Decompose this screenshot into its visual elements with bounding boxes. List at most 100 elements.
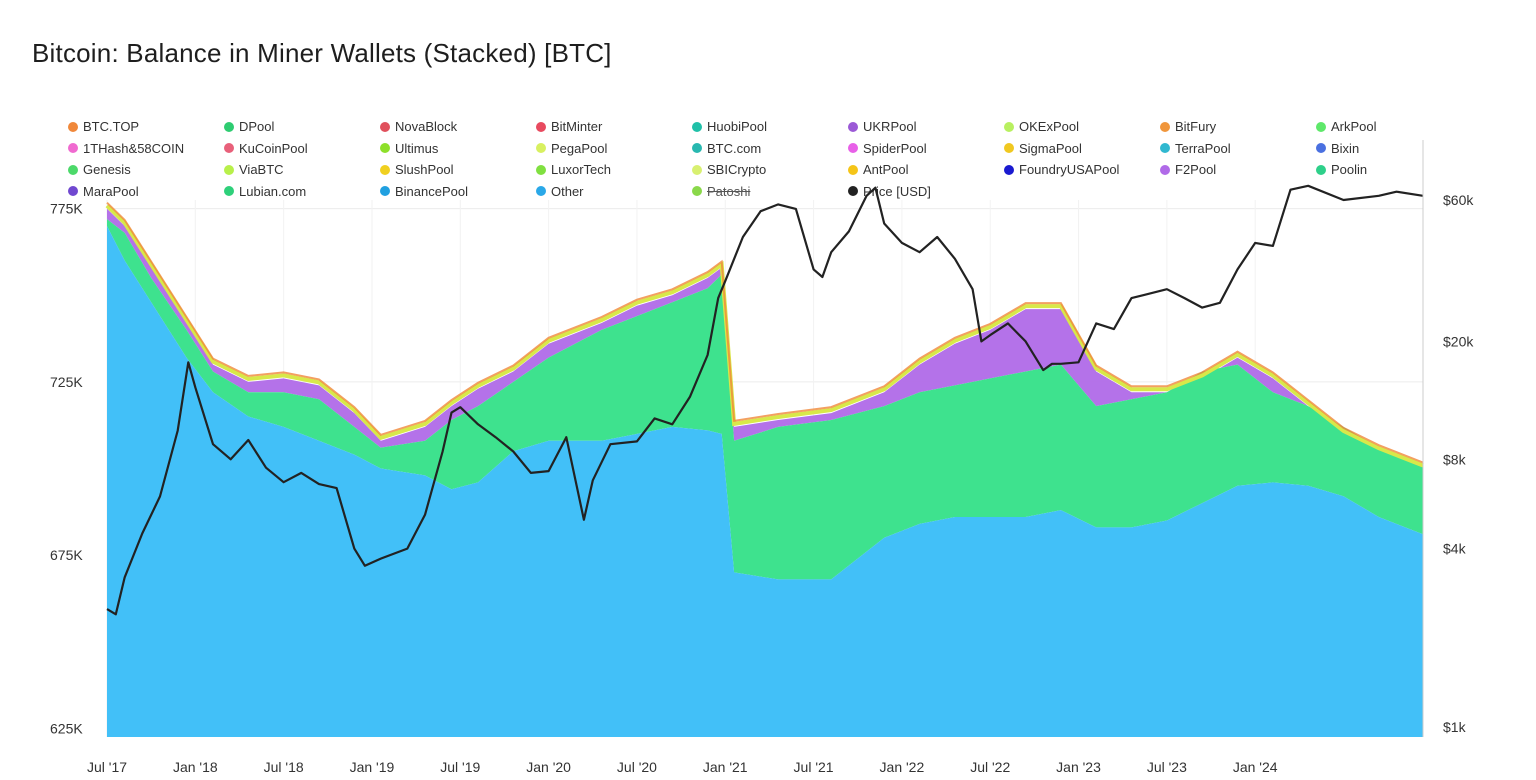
area-other — [107, 226, 1423, 737]
legend-item[interactable]: HuobiPool — [692, 119, 767, 134]
legend-swatch — [1004, 143, 1014, 153]
area-poolin-group — [107, 219, 1423, 580]
legend-item[interactable]: BTC.com — [692, 141, 761, 156]
legend-item[interactable]: TerraPool — [1160, 141, 1231, 156]
legend-swatch — [1004, 164, 1014, 175]
legend-item[interactable]: BitMinter — [536, 119, 602, 134]
x-tick-label: Jul '18 — [264, 759, 304, 775]
y-right-tick-label: $60k — [1443, 192, 1474, 208]
legend-label: AntPool — [863, 162, 909, 177]
legend-item[interactable]: Bixin — [1316, 141, 1359, 156]
legend-label: BinancePool — [395, 183, 468, 199]
legend-label: SBICrypto — [707, 162, 767, 177]
axes: 775K 725K 675K 625K $60k $20k $8k $4k $1k Jul '17… — [50, 140, 1474, 775]
legend-label: BitFury — [1175, 119, 1217, 134]
legend-swatch — [1316, 164, 1326, 175]
legend-label: Poolin — [1331, 162, 1368, 177]
legend-item[interactable]: Ultimus — [380, 141, 438, 156]
x-tick-label: Jul '20 — [617, 759, 657, 775]
legend-item[interactable]: 1THash&58COIN — [68, 141, 184, 156]
legend-item[interactable]: Lubian.com — [224, 184, 306, 199]
legend-swatch — [1160, 121, 1170, 132]
legend-swatch — [1160, 164, 1170, 175]
legend-item[interactable]: AntPool — [848, 162, 909, 177]
legend-swatch — [536, 186, 546, 196]
x-tick-label: Jul '23 — [1147, 759, 1187, 775]
legend-swatch — [692, 121, 702, 132]
y-right-tick-label: $4k — [1443, 541, 1467, 557]
legend-item[interactable]: PegaPool — [536, 141, 607, 156]
legend-item[interactable]: SpiderPool — [848, 141, 927, 156]
legend-item[interactable]: FoundryUSAPool — [1004, 162, 1119, 177]
legend-swatch — [1004, 121, 1014, 132]
legend-swatch — [224, 164, 234, 175]
x-tick-label: Jan '18 — [173, 759, 218, 775]
legend-swatch — [68, 186, 78, 196]
legend-item[interactable]: BinancePool — [380, 184, 468, 199]
x-tick-label: Jan '21 — [703, 759, 748, 775]
y-left-tick-label: 725K — [50, 374, 83, 390]
legend-item[interactable]: LuxorTech — [536, 162, 611, 177]
legend-item[interactable]: ArkPool — [1316, 119, 1377, 134]
legend-item[interactable]: BTC.TOP — [68, 119, 139, 134]
legend-item[interactable]: UKRPool — [848, 119, 916, 134]
y-left-tick-label: 625K — [50, 720, 83, 736]
x-tick-label: Jan '24 — [1233, 759, 1278, 775]
legend-item[interactable]: SigmaPool — [1004, 141, 1082, 156]
legend-item[interactable]: NovaBlock — [380, 119, 457, 134]
legend-item[interactable]: SBICrypto — [692, 162, 766, 177]
legend-swatch — [692, 164, 702, 175]
legend-swatch — [1316, 143, 1326, 153]
legend-label: Price [USD] — [863, 183, 931, 199]
legend-label: Other — [551, 183, 584, 199]
legend-swatch — [380, 121, 390, 132]
legend-swatch — [68, 143, 78, 153]
legend-swatch — [536, 121, 546, 132]
legend-item[interactable]: F2Pool — [1160, 162, 1216, 177]
legend-label: HuobiPool — [707, 119, 767, 134]
y-right-tick-label: $8k — [1443, 451, 1467, 467]
legend-item[interactable]: OKExPool — [1004, 119, 1079, 134]
legend-label: BitMinter — [551, 119, 603, 134]
legend-label: Patoshi — [707, 183, 751, 199]
legend-item[interactable]: Genesis — [68, 162, 131, 177]
legend-label: SigmaPool — [1019, 140, 1082, 156]
legend-swatch — [536, 143, 546, 153]
legend-item[interactable]: Poolin — [1316, 162, 1367, 177]
legend-label: MaraPool — [83, 183, 139, 199]
x-tick-label: Jul '17 — [87, 759, 127, 775]
x-tick-label: Jul '19 — [440, 759, 480, 775]
y-right-tick-label: $1k — [1443, 719, 1467, 735]
legend-item[interactable]: KuCoinPool — [224, 141, 308, 156]
x-tick-label: Jan '22 — [880, 759, 925, 775]
legend-item[interactable]: MaraPool — [68, 184, 139, 199]
legend-label: PegaPool — [551, 140, 608, 156]
legend-item[interactable]: ViaBTC — [224, 162, 284, 177]
legend-item[interactable]: Patoshi — [692, 184, 750, 199]
legend-swatch — [380, 186, 390, 196]
legend-swatch — [1160, 143, 1170, 153]
legend-label: KuCoinPool — [239, 140, 308, 156]
legend-item[interactable]: SlushPool — [380, 162, 454, 177]
legend-label: LuxorTech — [551, 162, 611, 177]
legend-swatch — [224, 121, 234, 132]
legend-label: SlushPool — [395, 162, 454, 177]
legend-item[interactable]: BitFury — [1160, 119, 1216, 134]
y-right-tick-label: $20k — [1443, 333, 1474, 349]
legend-swatch — [692, 186, 702, 196]
legend-swatch — [848, 143, 858, 153]
x-tick-label: Jan '20 — [526, 759, 571, 775]
stacked-areas — [105, 201, 1424, 737]
legend-label: TerraPool — [1175, 140, 1231, 156]
legend-label: OKExPool — [1019, 119, 1079, 134]
legend-item[interactable]: DPool — [224, 119, 274, 134]
legend-swatch — [224, 143, 234, 153]
legend-swatch — [692, 143, 702, 153]
x-tick-label: Jan '19 — [350, 759, 395, 775]
price-line — [106, 184, 1424, 616]
legend-label: Ultimus — [395, 140, 439, 156]
legend-item[interactable]: Other — [536, 184, 584, 199]
legend-item[interactable]: Price [USD] — [848, 184, 931, 199]
legend-label: FoundryUSAPool — [1019, 162, 1120, 177]
